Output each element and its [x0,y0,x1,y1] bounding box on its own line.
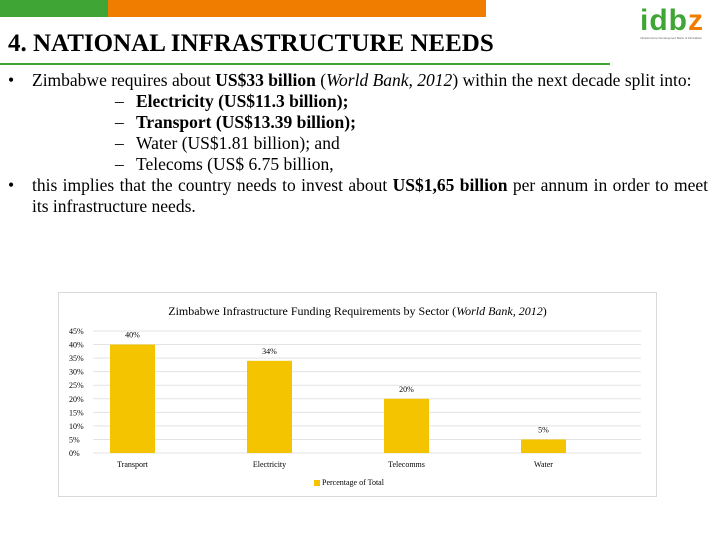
chart-plot: 0% 5% 10% 15% 20% 25% 30% 35% 40% 45% 40% Transport… [69,327,641,469]
chart-legend: Percentage of Total [314,478,384,487]
bullet-text: ) within the next decade split into: [452,70,692,90]
y-tick-label: 25% [69,381,84,390]
bullet-annual-investment: • this implies that the country needs to … [8,175,708,217]
sub-item-transport: – Transport (US$13.39 billion); [115,112,356,132]
idbz-logo: idbz Infrastructure Development Bank of … [640,4,720,44]
y-tick-label: 40% [69,341,84,350]
sub-item-text: Water (US$1.81 billion); and [136,133,340,153]
y-tick-label: 20% [69,395,84,404]
bullet-text: Zimbabwe requires about [32,70,216,90]
category-label: Transport [117,460,149,469]
category-label: Water [534,460,553,469]
legend-swatch [314,480,320,487]
slide-title: 4. NATIONAL INFRASTRUCTURE NEEDS [8,30,494,57]
sub-item-telecoms: – Telecoms (US$ 6.75 billion, [115,154,334,174]
sub-item-water: – Water (US$1.81 billion); and [115,133,340,153]
bar-telecomms [384,398,429,453]
bullet-text: per annum in order to meet its infrastru… [32,175,708,216]
logo-text-part2: z [688,4,704,37]
bar-water [521,439,566,453]
chart-title: Zimbabwe Infrastructure Funding Requirem… [168,304,547,318]
bar-transport [110,344,155,453]
bar-electricity [247,360,292,453]
y-tick-label: 10% [69,422,84,431]
y-tick-label: 35% [69,354,84,363]
y-tick-label: 15% [69,408,84,417]
legend-label: Percentage of Total [322,478,384,487]
bullet-source: World Bank, 2012 [326,70,453,90]
logo-tagline: Infrastructure Development Bank of Zimba… [640,36,702,40]
header-orange-bar [108,0,486,17]
sub-item-text: Telecoms (US$ 6.75 billion, [136,154,334,174]
data-label: 34% [262,347,277,356]
category-label: Electricity [253,460,286,469]
title-underline [0,63,610,65]
y-tick-label: 30% [69,368,84,377]
data-label: 40% [125,331,140,340]
header-green-bar [0,0,108,17]
sub-item-text: Electricity (US$11.3 billion); [136,91,349,111]
logo-text-part1: idb [640,4,688,37]
funding-chart: Zimbabwe Infrastructure Funding Requirem… [58,292,657,497]
sub-item-text: Transport (US$13.39 billion); [136,112,356,132]
bullet-marker: • [8,175,15,195]
y-tick-label: 0% [69,449,80,458]
bullet-list: • Zimbabwe requires about US$33 billion (… [8,70,708,217]
y-tick-label: 45% [69,327,84,336]
sub-item-electricity: – Electricity (US$11.3 billion); [115,91,349,111]
bullet-bold-amount: US$1,65 billion [392,175,508,195]
bullet-bold-amount: US$33 billion [215,70,316,90]
bullet-text: ( [315,70,327,90]
y-tick-label: 5% [69,435,80,444]
bullet-marker: • [8,70,15,90]
data-label: 5% [538,425,549,434]
category-label: Telecomms [388,460,425,469]
bullet-funding-total: • Zimbabwe requires about US$33 billion (… [8,70,708,91]
data-label: 20% [399,385,414,394]
bullet-text: this implies that the country needs to i… [32,175,393,195]
